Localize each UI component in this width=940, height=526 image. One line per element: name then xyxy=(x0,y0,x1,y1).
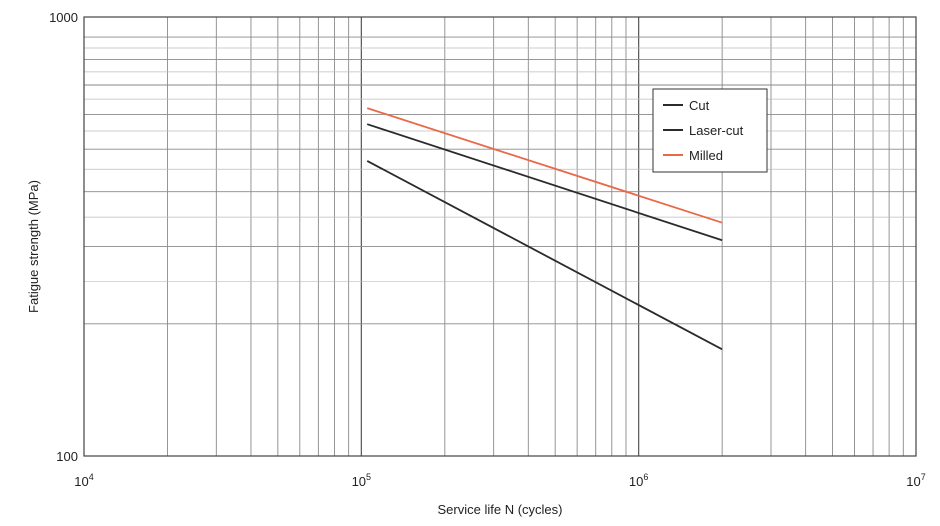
series-line-milled xyxy=(366,107,723,224)
x-axis-title: Service life N (cycles) xyxy=(438,502,563,517)
y-tick-label: 100 xyxy=(56,449,78,464)
x-tick-labels: 104 105 106 107 xyxy=(74,472,925,489)
y-tick-label: 1000 xyxy=(49,10,78,25)
plot-frame xyxy=(83,16,917,457)
series-line-laser-cut xyxy=(366,123,723,242)
legend-label: Laser-cut xyxy=(689,123,744,138)
series-line-cut xyxy=(366,160,723,351)
grid xyxy=(84,17,916,456)
legend-label: Milled xyxy=(689,148,723,163)
legend: Cut Laser-cut Milled xyxy=(652,88,768,173)
legend-label: Cut xyxy=(689,98,710,113)
x-tick-label: 106 xyxy=(629,472,648,489)
x-tick-label: 105 xyxy=(352,472,371,489)
x-tick-label: 104 xyxy=(74,472,93,489)
y-tick-labels: 1000 100 xyxy=(49,10,78,464)
data-lines xyxy=(366,107,723,351)
x-tick-label: 107 xyxy=(906,472,925,489)
y-axis-title: Fatigue strength (MPa) xyxy=(26,180,41,313)
